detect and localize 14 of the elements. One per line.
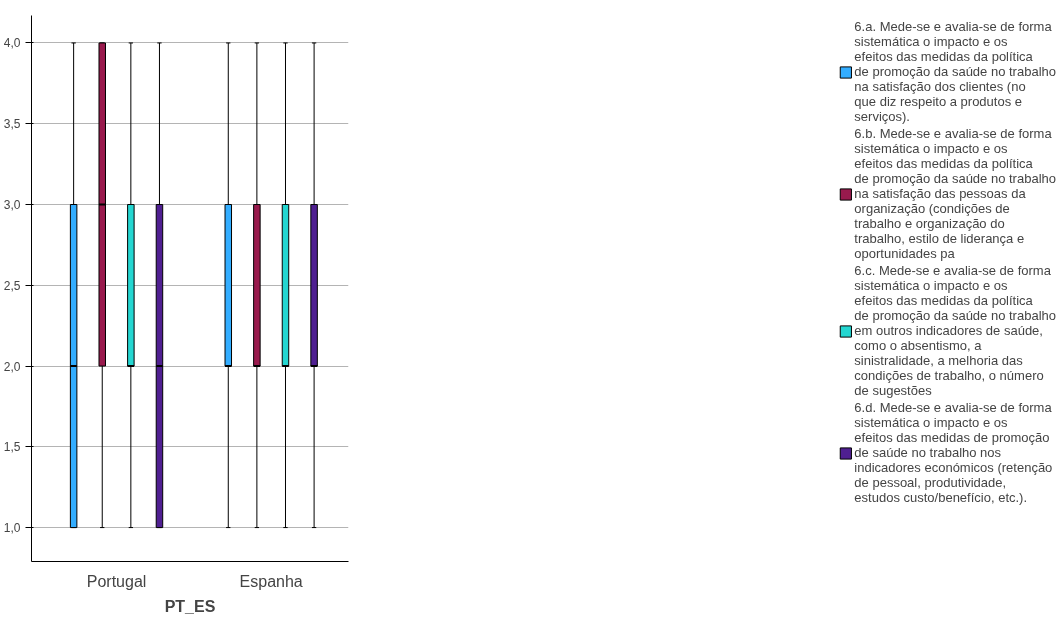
text: 6.c. Mede-se e avalia-se de forma sistemática o impacto e os efeitos das medidas da política de promoção da saúde no trabalho em outros indicadores de saúde, como o absentismo, a sinistralidade, a melhoria das condições de trabalho, o número de sugestões — [854, 263, 1056, 398]
y-tick-label: 2,5 — [3, 278, 21, 293]
y-tick-label: 4,0 — [3, 36, 21, 51]
x-tick-label: Portugal — [86, 572, 147, 590]
y-tick-label: 1,0 — [3, 521, 21, 536]
y-tick-label: 2,0 — [3, 359, 21, 374]
x-tick-label: Espanha — [239, 572, 303, 590]
legend-label: 6.a. Mede-se e avalia-se de forma sistemática o impacto e os efeitos das medidas da política de promoção da saúde no trabalho na satisfação dos clientes (no que diz respeito a produtos e serviços). — [854, 19, 1056, 124]
y-tick-label: 3,0 — [3, 198, 21, 212]
text: 6.b. Mede-se e avalia-se de forma sistemática o impacto e os efeitos das medidas da política de promoção da saúde no trabalho na satisfação das pessoas da organização (condições de trabalho e organização do trabalho, estilo de liderança e oportunidades pa — [854, 126, 1056, 261]
legend-label: 6.d. Mede-se e avalia-se de forma sistemática o impacto e os efeitos das medidas de promoção de saúde no trabalho nos indicadores económicos (retenção de pessoal, produtividade, estudos custo/benefício, etc.). — [854, 400, 1053, 505]
x-axis-title: PT_ES — [164, 597, 216, 615]
y-tick-label: 1,5 — [3, 440, 21, 455]
y-tick-label: 3,5 — [3, 117, 21, 132]
